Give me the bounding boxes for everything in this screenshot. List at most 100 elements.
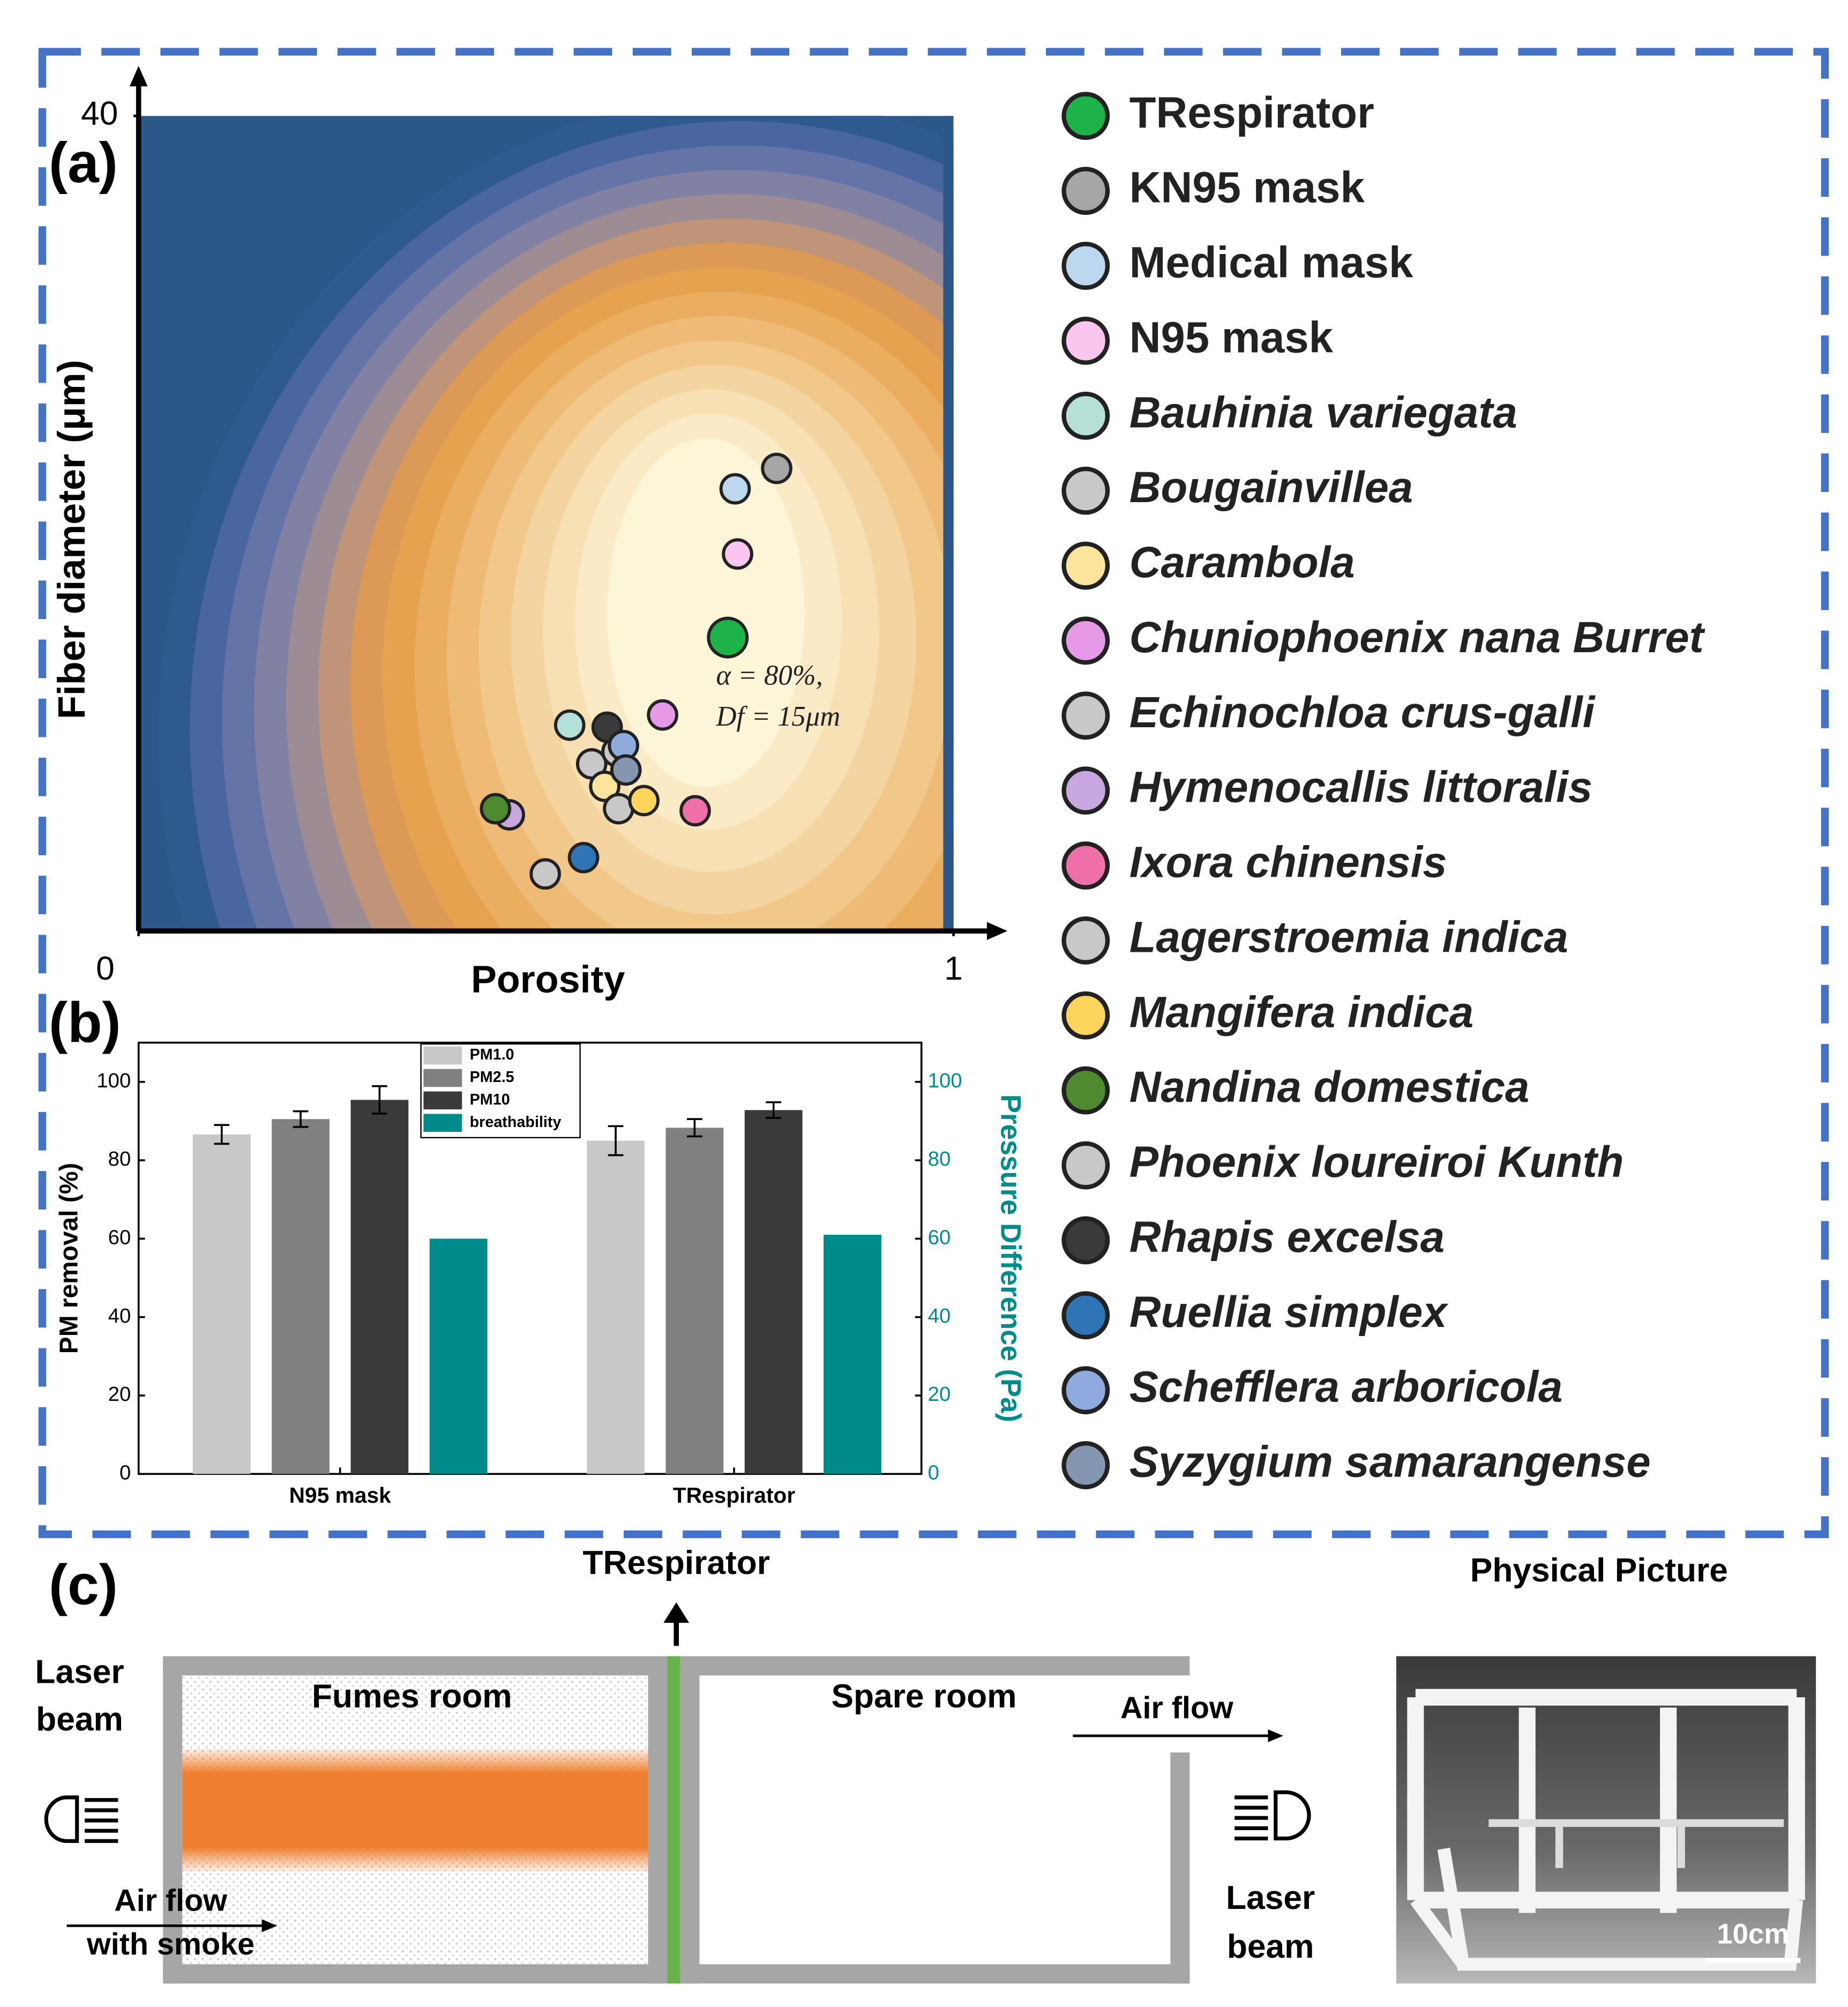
y-tick-label: 20 (108, 1383, 131, 1406)
legend-box (420, 1043, 581, 1138)
legend-label: Chuniophoenix nana Burret (1129, 613, 1705, 662)
data-point (610, 754, 642, 786)
error-bar (293, 1110, 309, 1128)
legend-label: Medical mask (1129, 238, 1413, 287)
legend-swatch (423, 1046, 462, 1065)
bar (272, 1119, 330, 1474)
legend-marker (1061, 92, 1110, 140)
legend-marker (1061, 541, 1110, 590)
error-bar (686, 1118, 702, 1138)
y2-tick-label: 60 (928, 1226, 951, 1249)
x-axis-arrow (986, 922, 1008, 940)
filter (667, 1656, 680, 1984)
photo-frame (1407, 1689, 1805, 1971)
legend-label: Syzygium samarangense (1129, 1438, 1651, 1487)
bar (429, 1238, 488, 1474)
error-bar (766, 1101, 782, 1119)
error-bar (608, 1125, 624, 1157)
legend-label: Carambola (1129, 538, 1355, 587)
legend-marker (1061, 841, 1110, 890)
y-axis-label: PM removal (%) (55, 1163, 83, 1354)
plot-frame (137, 1041, 923, 1475)
x-tick-label: N95 mask (289, 1483, 391, 1508)
legend-marker (1061, 167, 1110, 215)
dashed-frame (38, 48, 1829, 1539)
legend-marker (1061, 1441, 1110, 1489)
photo-title: Physical Picture (1470, 1552, 1728, 1589)
legend-marker (1061, 616, 1110, 665)
legend-label: Phoenix loureiroi Kunth (1129, 1138, 1624, 1187)
legend-label: N95 mask (1129, 313, 1334, 362)
legend-label: Ixora chinensis (1129, 838, 1447, 887)
data-point (589, 770, 620, 802)
legend-marker (1061, 1141, 1110, 1190)
laser-rays-right (1235, 1795, 1268, 1841)
y-tick-label: 80 (108, 1147, 131, 1170)
bar (587, 1140, 645, 1474)
panel-label: (a) (49, 132, 118, 195)
bar (824, 1235, 881, 1474)
legend-label: Echinochloa crus-galli (1129, 688, 1596, 737)
legend-marker (1061, 691, 1110, 740)
y-tick-label: 40 (81, 95, 118, 132)
legend-label: breathability (470, 1114, 562, 1131)
data-point (719, 473, 751, 505)
laser-label: beam (36, 1701, 123, 1738)
legend-label: Lagerstroemia indica (1129, 913, 1568, 961)
legend-marker (1061, 1066, 1110, 1115)
x-axis-label: Porosity (471, 958, 625, 1001)
y2-tick-label: 40 (928, 1304, 951, 1327)
bar (665, 1128, 724, 1474)
scale-label: 10cm (1717, 1918, 1789, 1950)
y-axis-arrow (129, 65, 148, 87)
legend-label: PM2.5 (470, 1069, 514, 1086)
y-tick-label: 40 (108, 1304, 131, 1327)
legend-marker (1061, 466, 1110, 515)
wall-left (163, 1656, 183, 1984)
filter-label: TRespirator (583, 1545, 770, 1581)
x-tick-label: 0 (96, 950, 115, 987)
data-point (567, 841, 600, 874)
data-point (529, 858, 561, 890)
wall-partition (648, 1656, 668, 1984)
legend-label: PM1.0 (470, 1046, 514, 1063)
laser-icon-left (44, 1795, 79, 1843)
legend-label: TRespirator (1129, 88, 1374, 137)
legend-marker (1061, 1216, 1110, 1265)
y-tick-label: 0 (119, 1461, 131, 1484)
data-point (628, 785, 660, 817)
y2-tick-label: 100 (928, 1069, 962, 1092)
legend-label: Mangifera indica (1129, 988, 1473, 1036)
panel-label: (c) (49, 1554, 118, 1617)
legend-swatch (423, 1091, 462, 1110)
data-point (480, 793, 512, 825)
data-point (761, 452, 792, 484)
annotation: Df = 15μm (715, 701, 840, 732)
error-bar (371, 1085, 387, 1115)
room-label: Fumes room (312, 1678, 512, 1715)
y-tick-label: 60 (108, 1226, 131, 1249)
air-flow-label: with smoke (86, 1927, 255, 1961)
annotation: α = 80%, (716, 660, 822, 691)
air-flow-label: Air flow (114, 1883, 227, 1918)
legend-marker (1061, 991, 1110, 1040)
legend-marker (1061, 916, 1110, 965)
wall-partition (680, 1656, 700, 1984)
laser-label: beam (1227, 1928, 1314, 1965)
data-point (647, 699, 678, 731)
legend-marker (1061, 391, 1110, 440)
arrow-head (663, 1602, 690, 1623)
bar (192, 1134, 251, 1474)
y-axis-label: Fiber diameter (μm) (50, 360, 93, 719)
y2-tick-label: 20 (928, 1383, 951, 1406)
data-point (707, 616, 749, 659)
legend-marker (1061, 1291, 1110, 1340)
legend-label: Bauhinia variegata (1129, 388, 1517, 437)
contour-edge (943, 116, 954, 931)
legend-label: Rhapis excelsa (1129, 1213, 1445, 1262)
room-label: Spare room (831, 1678, 1016, 1715)
legend-label: Bougainvillea (1129, 463, 1413, 512)
data-point (722, 538, 753, 570)
x-tick-label: 1 (944, 950, 963, 987)
